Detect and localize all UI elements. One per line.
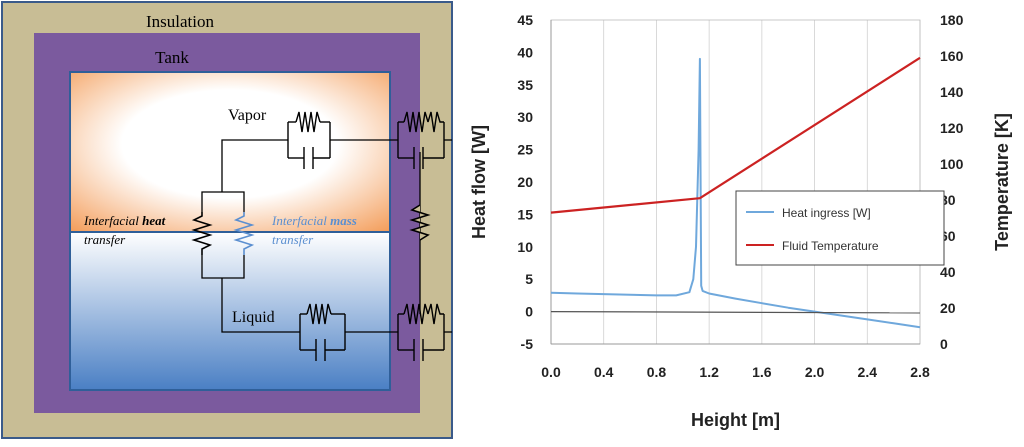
legend-label-heat-ingress: Heat ingress [W] bbox=[782, 206, 871, 220]
wall-liquid-rc-element bbox=[397, 303, 445, 361]
insulation-label: Insulation bbox=[146, 12, 214, 31]
y-tick-label: 40 bbox=[517, 44, 533, 60]
x-tick-label: 2.8 bbox=[910, 364, 930, 380]
x-tick-label: 2.0 bbox=[805, 364, 825, 380]
x-tick-label: 0.4 bbox=[594, 364, 614, 380]
x-tick-label: 1.6 bbox=[752, 364, 772, 380]
heat-ingress-line bbox=[550, 57, 921, 329]
interfacial-mass-label: Interfacial mass bbox=[271, 213, 357, 228]
interfacial-mass-resistor bbox=[233, 212, 255, 255]
heat-flow-chart: 0.0 0.4 0.8 1.2 1.6 2.0 2.4 2.8 -5 0 5 10 15 20 25 30 3… bbox=[469, 12, 1012, 430]
vapor-rc-element bbox=[287, 111, 331, 169]
y2-tick-label: 160 bbox=[940, 48, 964, 64]
vapor-label: Vapor bbox=[228, 107, 267, 124]
chart-legend: Heat ingress [W] Fluid Temperature bbox=[735, 190, 945, 266]
y-tick-label: -5 bbox=[521, 336, 534, 352]
interfacial-mass-label-2: transfer bbox=[272, 232, 314, 247]
y-tick-label: 15 bbox=[517, 206, 533, 222]
liquid-label: Liquid bbox=[232, 309, 275, 326]
y2-tick-label: 20 bbox=[940, 300, 956, 316]
liquid-rc-element bbox=[299, 303, 346, 361]
plot-area bbox=[550, 19, 921, 345]
zero-reference-line bbox=[550, 311, 921, 314]
y-tick-label: 0 bbox=[525, 304, 533, 320]
interfacial-heat-label: Interfacial heat bbox=[83, 213, 166, 228]
y2-tick-label: 140 bbox=[940, 84, 964, 100]
x-tick-label: 0.0 bbox=[541, 364, 561, 380]
y2-axis-label: Temperature [K] bbox=[992, 113, 1012, 251]
y2-tick-label: 180 bbox=[940, 12, 964, 28]
x-axis-label: Height [m] bbox=[691, 410, 780, 430]
y2-tick-label: 0 bbox=[940, 336, 948, 352]
fluid-temperature-line bbox=[550, 56, 921, 214]
tank-label: Tank bbox=[155, 48, 189, 67]
y-tick-label: 25 bbox=[517, 142, 533, 158]
series-layer bbox=[550, 56, 921, 329]
vapor-region bbox=[70, 72, 390, 232]
wall-vertical-resistor bbox=[409, 204, 431, 241]
y-tick-label: 35 bbox=[517, 77, 533, 93]
x-gridlines bbox=[550, 20, 921, 344]
y-tick-label: 20 bbox=[517, 174, 533, 190]
y-tick-label: 45 bbox=[517, 12, 533, 28]
y2-tick-label: 100 bbox=[940, 156, 964, 172]
y2-tick-label: 40 bbox=[940, 264, 956, 280]
y-tick-label: 10 bbox=[517, 239, 533, 255]
y-tick-labels: -5 0 5 10 15 20 25 30 35 40 45 bbox=[517, 12, 533, 352]
x-tick-label: 1.2 bbox=[699, 364, 719, 380]
wall-vapor-rc-element bbox=[397, 111, 445, 169]
legend-label-fluid-temperature: Fluid Temperature bbox=[782, 239, 879, 253]
x-tick-label: 0.8 bbox=[647, 364, 667, 380]
y2-tick-label: 120 bbox=[940, 120, 964, 136]
x-tick-label: 2.4 bbox=[858, 364, 878, 380]
tank-diagram: Insulation Tank bbox=[1, 1, 453, 439]
x-tick-labels: 0.0 0.4 0.8 1.2 1.6 2.0 2.4 2.8 bbox=[541, 364, 930, 380]
y-tick-label: 30 bbox=[517, 109, 533, 125]
liquid-region bbox=[70, 232, 390, 390]
interfacial-heat-resistor bbox=[191, 212, 213, 255]
y-tick-label: 5 bbox=[525, 271, 533, 287]
interfacial-heat-label-2: transfer bbox=[84, 232, 126, 247]
y-axis-label: Heat flow [W] bbox=[469, 125, 489, 239]
